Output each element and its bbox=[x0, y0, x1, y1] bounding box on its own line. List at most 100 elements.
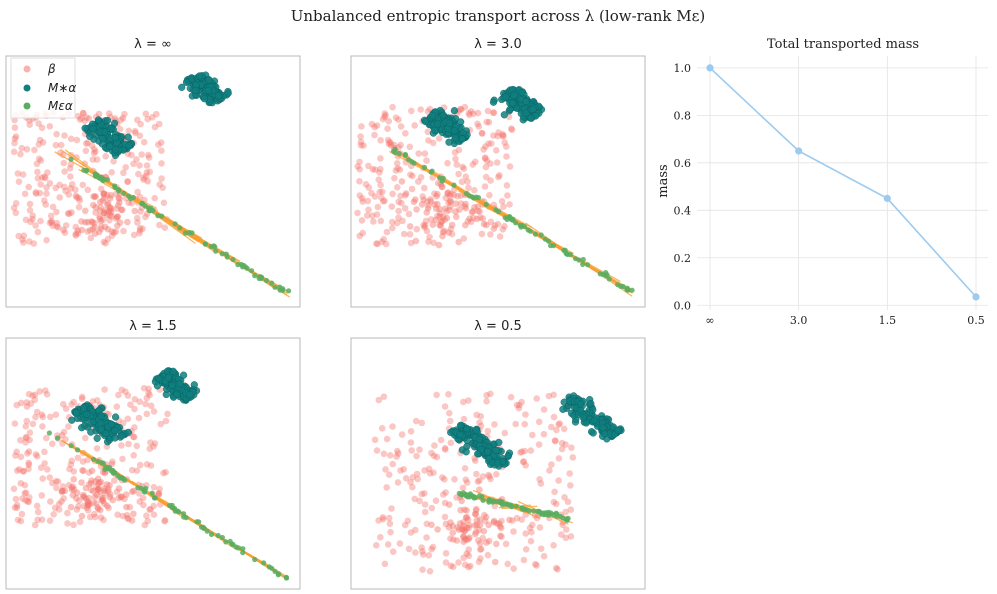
beta-point bbox=[510, 528, 517, 535]
mass-chart-title: Total transported mass bbox=[767, 37, 919, 52]
beta-point bbox=[21, 481, 29, 489]
beta-point bbox=[427, 216, 435, 223]
beta-point bbox=[156, 181, 163, 188]
beta-point bbox=[472, 530, 479, 538]
beta-point bbox=[495, 173, 502, 181]
beta-point bbox=[15, 178, 23, 185]
beta-point bbox=[490, 517, 498, 525]
beta-point bbox=[462, 200, 469, 208]
beta-point bbox=[462, 221, 469, 229]
beta-point bbox=[150, 443, 157, 450]
beta-point bbox=[522, 462, 529, 469]
beta-point bbox=[68, 181, 76, 188]
beta-point bbox=[558, 445, 566, 453]
beta-point bbox=[97, 204, 104, 211]
alpha-eps-point bbox=[532, 231, 539, 237]
beta-point bbox=[555, 477, 562, 484]
beta-point bbox=[399, 217, 406, 225]
alpha-star-point bbox=[107, 420, 116, 428]
beta-point bbox=[357, 138, 365, 146]
beta-point bbox=[441, 476, 448, 483]
beta-point bbox=[96, 213, 103, 220]
beta-point bbox=[460, 415, 468, 423]
beta-point bbox=[123, 503, 130, 511]
beta-point bbox=[513, 514, 521, 522]
beta-point bbox=[159, 184, 166, 191]
alpha-eps-point bbox=[439, 178, 445, 184]
beta-point bbox=[380, 450, 388, 458]
beta-point bbox=[395, 198, 403, 206]
alpha-star-point bbox=[445, 138, 453, 146]
beta-point bbox=[79, 109, 87, 117]
beta-point bbox=[398, 431, 406, 438]
beta-point bbox=[500, 203, 507, 210]
beta-point bbox=[98, 495, 105, 502]
beta-point bbox=[508, 126, 516, 134]
beta-point bbox=[477, 545, 485, 553]
alpha-star-point bbox=[93, 434, 101, 442]
beta-point bbox=[430, 239, 438, 247]
beta-point bbox=[406, 143, 414, 151]
alpha-eps-point bbox=[272, 284, 278, 290]
beta-point bbox=[379, 188, 386, 196]
beta-point bbox=[424, 205, 432, 212]
beta-point bbox=[371, 131, 378, 139]
beta-point bbox=[427, 198, 435, 205]
beta-point bbox=[373, 240, 380, 247]
beta-point bbox=[518, 398, 525, 406]
beta-point bbox=[43, 434, 50, 442]
beta-point bbox=[66, 165, 74, 172]
beta-point bbox=[407, 439, 415, 446]
beta-point bbox=[407, 529, 415, 536]
beta-point bbox=[462, 204, 470, 212]
beta-point bbox=[134, 116, 141, 124]
beta-point bbox=[128, 199, 135, 207]
beta-point bbox=[49, 203, 57, 211]
beta-point bbox=[555, 421, 562, 428]
beta-point bbox=[358, 195, 366, 202]
beta-point bbox=[412, 196, 419, 203]
alpha-star-point bbox=[178, 83, 186, 91]
beta-point bbox=[467, 108, 475, 115]
beta-point bbox=[476, 540, 484, 547]
beta-point bbox=[473, 517, 481, 524]
beta-point bbox=[60, 400, 67, 408]
beta-point bbox=[463, 479, 471, 486]
panel-lambda-3: λ = 3.0 bbox=[350, 37, 646, 308]
beta-point bbox=[503, 153, 510, 160]
beta-point bbox=[84, 456, 91, 464]
beta-point bbox=[491, 222, 499, 229]
beta-point bbox=[114, 202, 122, 209]
beta-point bbox=[562, 534, 570, 542]
beta-point bbox=[42, 387, 49, 394]
beta-point bbox=[82, 484, 90, 492]
beta-point bbox=[150, 511, 158, 518]
beta-point bbox=[438, 218, 446, 225]
beta-point bbox=[457, 106, 465, 113]
beta-point bbox=[445, 229, 453, 236]
beta-point bbox=[92, 478, 99, 485]
beta-point bbox=[397, 141, 404, 149]
beta-point bbox=[25, 183, 32, 191]
beta-point bbox=[124, 415, 132, 423]
beta-point bbox=[512, 420, 519, 428]
alpha-eps-point bbox=[402, 152, 408, 158]
beta-point bbox=[377, 155, 384, 162]
beta-point bbox=[460, 533, 467, 541]
beta-point bbox=[127, 401, 134, 409]
beta-point bbox=[359, 198, 367, 205]
beta-point bbox=[90, 510, 98, 518]
beta-point bbox=[32, 190, 40, 197]
beta-point bbox=[107, 491, 114, 498]
beta-point bbox=[147, 439, 154, 446]
beta-point bbox=[128, 517, 136, 524]
beta-point bbox=[104, 487, 112, 495]
beta-point bbox=[143, 410, 151, 418]
beta-point bbox=[472, 158, 479, 166]
beta-point bbox=[527, 537, 535, 545]
beta-point bbox=[82, 434, 89, 442]
alpha-star-point bbox=[492, 446, 500, 455]
beta-point bbox=[354, 209, 361, 217]
beta-point bbox=[376, 188, 384, 196]
beta-point bbox=[62, 187, 69, 195]
